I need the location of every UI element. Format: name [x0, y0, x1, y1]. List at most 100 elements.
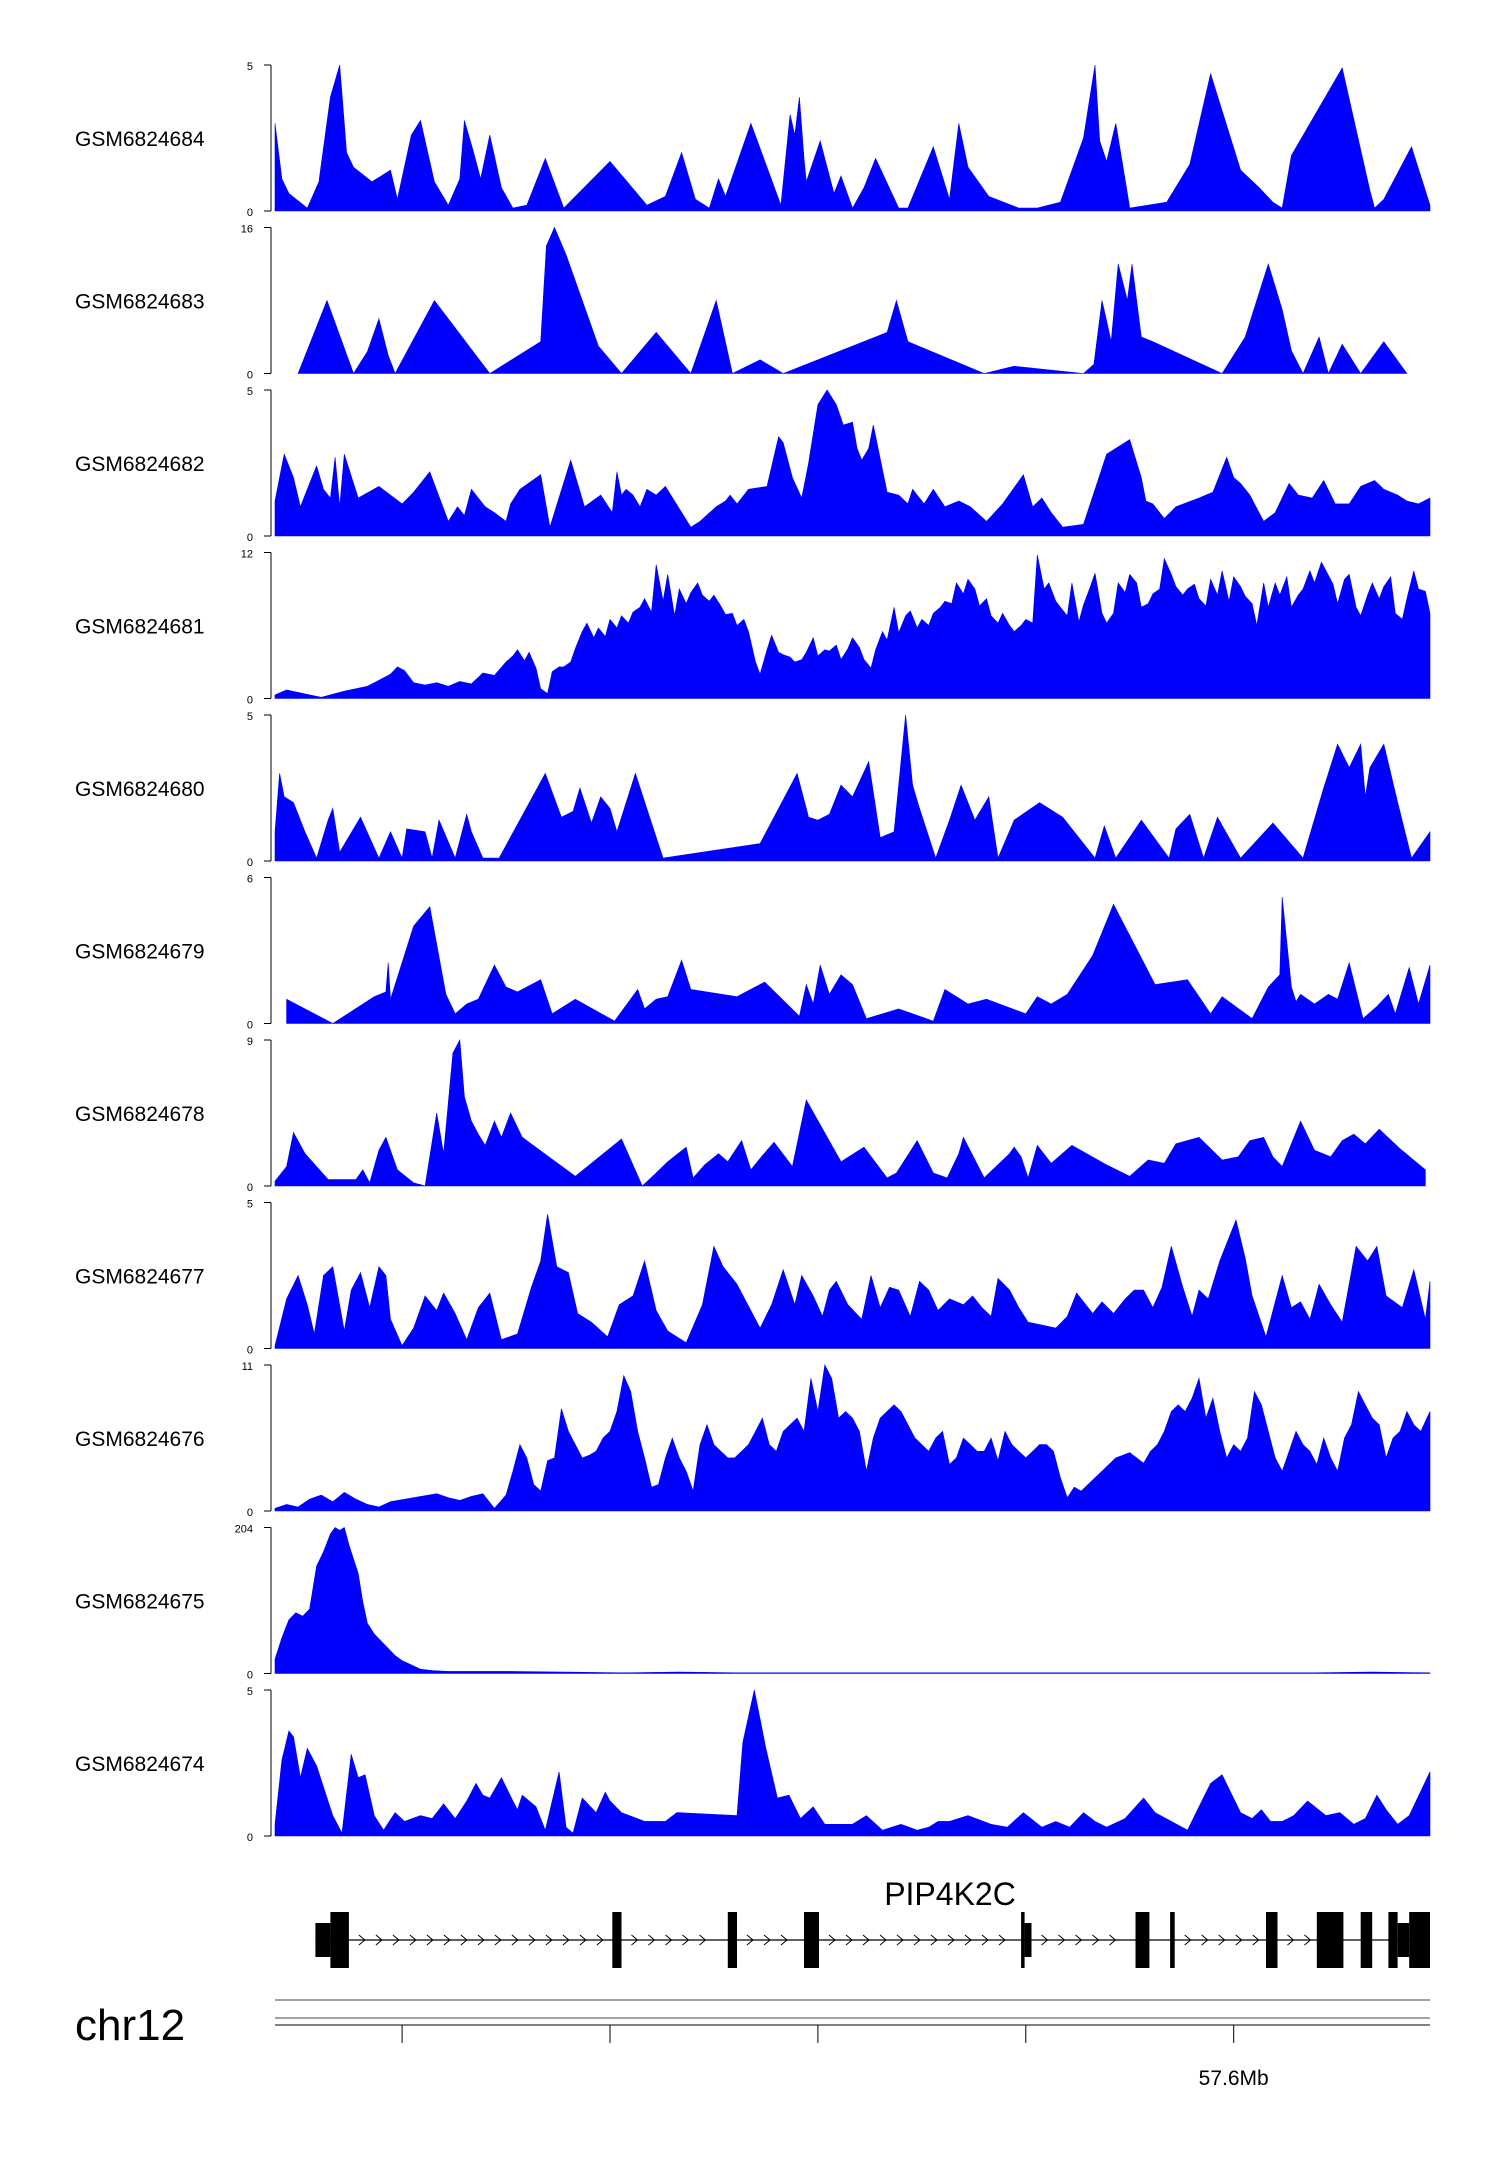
track-GSM6824679: GSM6824679 6 0 — [75, 874, 1431, 1032]
track-GSM6824683: GSM6824683 16 0 — [75, 224, 1408, 382]
track-name: GSM6824676 — [75, 1428, 205, 1451]
coverage-area — [274, 1364, 1431, 1512]
strand-arrow — [879, 1934, 887, 1946]
coverage-area — [274, 1527, 1431, 1674]
coverage-area — [274, 1214, 1431, 1349]
gene-exon — [1388, 1912, 1398, 1968]
gene-label: PIP4K2C — [884, 1876, 1016, 1912]
strand-arrow — [699, 1934, 707, 1946]
track-name: GSM6824683 — [75, 291, 205, 314]
strand-arrow — [964, 1934, 972, 1946]
track-name: GSM6824674 — [75, 1753, 205, 1776]
track-name: GSM6824677 — [75, 1266, 205, 1289]
gene-exon — [330, 1912, 349, 1968]
track-name: GSM6824678 — [75, 1103, 205, 1126]
y-max-label: 5 — [247, 61, 253, 73]
gene-exon — [1316, 1912, 1344, 1968]
strand-arrow — [1287, 1934, 1295, 1946]
y-min-label: 0 — [247, 1345, 253, 1357]
track-name: GSM6824684 — [75, 128, 205, 151]
y-min-label: 0 — [247, 370, 253, 382]
y-min-label: 0 — [247, 1670, 253, 1682]
coverage-area — [297, 226, 1408, 375]
track-name: GSM6824675 — [75, 1591, 205, 1614]
coverage-area — [286, 896, 1431, 1024]
coverage-area — [274, 64, 1431, 212]
track-GSM6824675: GSM6824675 204 0 — [75, 1524, 1431, 1682]
y-max-label: 204 — [235, 1524, 253, 1536]
strand-arrow — [913, 1934, 921, 1946]
strand-arrow — [1252, 1934, 1260, 1946]
track-GSM6824674: GSM6824674 5 0 — [75, 1686, 1431, 1844]
gene-exon — [1170, 1912, 1175, 1968]
gene-exon — [1266, 1912, 1278, 1968]
strand-arrow — [1235, 1934, 1243, 1946]
y-min-label: 0 — [247, 1832, 253, 1844]
track-GSM6824676: GSM6824676 11 0 — [75, 1361, 1431, 1519]
gene-exon — [1024, 1923, 1032, 1957]
gene-exon — [1409, 1912, 1430, 1968]
strand-arrow — [930, 1934, 938, 1946]
chromosome-label: chr12 — [75, 2001, 185, 2050]
coverage-area — [274, 554, 1431, 699]
strand-arrow — [1109, 1934, 1117, 1946]
y-max-label: 6 — [247, 874, 253, 886]
y-min-label: 0 — [247, 532, 253, 544]
strand-arrow — [1092, 1934, 1100, 1946]
track-name: GSM6824682 — [75, 453, 205, 476]
gene-exon — [1397, 1923, 1410, 1957]
gene-track: PIP4K2C — [315, 1876, 1430, 1968]
strand-arrow — [375, 1934, 383, 1946]
strand-arrow — [665, 1934, 673, 1946]
strand-arrow — [545, 1934, 553, 1946]
gene-exon — [804, 1912, 819, 1968]
y-min-label: 0 — [247, 857, 253, 869]
strand-arrow — [763, 1934, 771, 1946]
track-GSM6824680: GSM6824680 5 0 — [75, 711, 1431, 869]
strand-arrow — [631, 1934, 639, 1946]
gene-exon — [1135, 1912, 1150, 1968]
y-max-label: 16 — [241, 224, 253, 236]
strand-arrow — [562, 1934, 570, 1946]
track-GSM6824678: GSM6824678 9 0 — [75, 1036, 1426, 1194]
strand-arrow — [494, 1934, 502, 1946]
gene-exon — [1021, 1912, 1025, 1968]
strand-arrow — [896, 1934, 904, 1946]
y-max-label: 11 — [242, 1361, 253, 1373]
strand-arrow — [1058, 1934, 1066, 1946]
strand-arrow — [845, 1934, 853, 1946]
strand-arrow — [746, 1934, 754, 1946]
track-name: GSM6824680 — [75, 778, 205, 801]
y-max-label: 5 — [247, 386, 253, 398]
y-max-label: 12 — [241, 549, 253, 561]
strand-arrow — [511, 1934, 519, 1946]
track-GSM6824677: GSM6824677 5 0 — [75, 1199, 1431, 1357]
gene-exon — [315, 1923, 331, 1957]
strand-arrow — [1201, 1934, 1209, 1946]
strand-arrow — [1304, 1934, 1312, 1946]
strand-arrow — [648, 1934, 656, 1946]
coverage-area — [274, 714, 1431, 862]
y-min-label: 0 — [247, 695, 253, 707]
gene-exon — [727, 1912, 737, 1968]
strand-arrow — [443, 1934, 451, 1946]
strand-arrow — [409, 1934, 417, 1946]
track-name: GSM6824681 — [75, 616, 205, 639]
strand-arrow — [981, 1934, 989, 1946]
track-GSM6824684: GSM6824684 5 0 — [75, 61, 1431, 219]
track-GSM6824681: GSM6824681 12 0 — [75, 549, 1431, 707]
coverage-area — [274, 1689, 1431, 1837]
track-name: GSM6824679 — [75, 941, 205, 964]
strand-arrow — [392, 1934, 400, 1946]
strand-arrow — [477, 1934, 485, 1946]
strand-arrow — [460, 1934, 468, 1946]
strand-arrow — [1218, 1934, 1226, 1946]
gene-exon — [612, 1912, 622, 1968]
strand-arrow — [528, 1934, 536, 1946]
y-max-label: 5 — [247, 711, 253, 723]
strand-arrow — [1075, 1934, 1083, 1946]
y-max-label: 5 — [247, 1686, 253, 1698]
strand-arrow — [426, 1934, 434, 1946]
strand-arrow — [1041, 1934, 1049, 1946]
